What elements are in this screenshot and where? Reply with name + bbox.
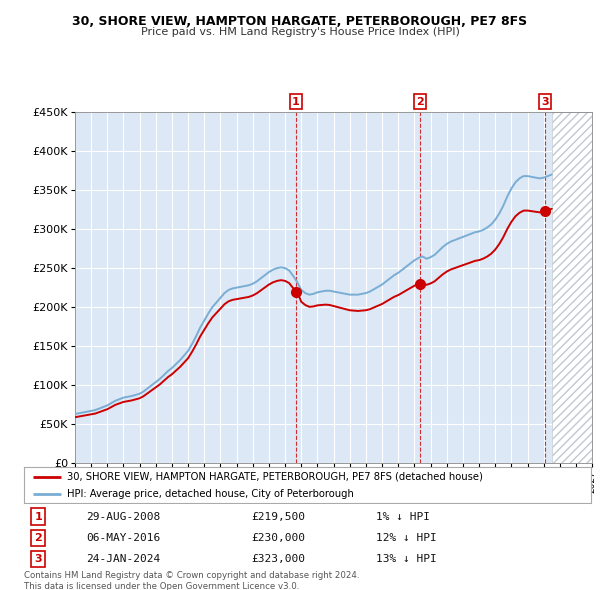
Text: Contains HM Land Registry data © Crown copyright and database right 2024.
This d: Contains HM Land Registry data © Crown c… bbox=[24, 571, 359, 590]
Text: 2: 2 bbox=[416, 97, 424, 107]
Bar bbox=[552, 112, 600, 463]
Text: 1% ↓ HPI: 1% ↓ HPI bbox=[376, 512, 430, 522]
Text: Price paid vs. HM Land Registry's House Price Index (HPI): Price paid vs. HM Land Registry's House … bbox=[140, 27, 460, 37]
Text: £230,000: £230,000 bbox=[251, 533, 305, 543]
Bar bbox=[552, 112, 600, 463]
Text: 30, SHORE VIEW, HAMPTON HARGATE, PETERBOROUGH, PE7 8FS (detached house): 30, SHORE VIEW, HAMPTON HARGATE, PETERBO… bbox=[67, 472, 482, 482]
Text: 12% ↓ HPI: 12% ↓ HPI bbox=[376, 533, 436, 543]
Text: 24-JAN-2024: 24-JAN-2024 bbox=[86, 553, 161, 563]
Text: HPI: Average price, detached house, City of Peterborough: HPI: Average price, detached house, City… bbox=[67, 489, 353, 499]
Text: 2: 2 bbox=[34, 533, 42, 543]
Text: 1: 1 bbox=[292, 97, 299, 107]
Text: £323,000: £323,000 bbox=[251, 553, 305, 563]
Text: 3: 3 bbox=[34, 553, 42, 563]
Text: 13% ↓ HPI: 13% ↓ HPI bbox=[376, 553, 436, 563]
Text: 06-MAY-2016: 06-MAY-2016 bbox=[86, 533, 161, 543]
Text: 1: 1 bbox=[34, 512, 42, 522]
Text: £219,500: £219,500 bbox=[251, 512, 305, 522]
Text: 3: 3 bbox=[541, 97, 548, 107]
Text: 30, SHORE VIEW, HAMPTON HARGATE, PETERBOROUGH, PE7 8FS: 30, SHORE VIEW, HAMPTON HARGATE, PETERBO… bbox=[73, 15, 527, 28]
Text: 29-AUG-2008: 29-AUG-2008 bbox=[86, 512, 161, 522]
